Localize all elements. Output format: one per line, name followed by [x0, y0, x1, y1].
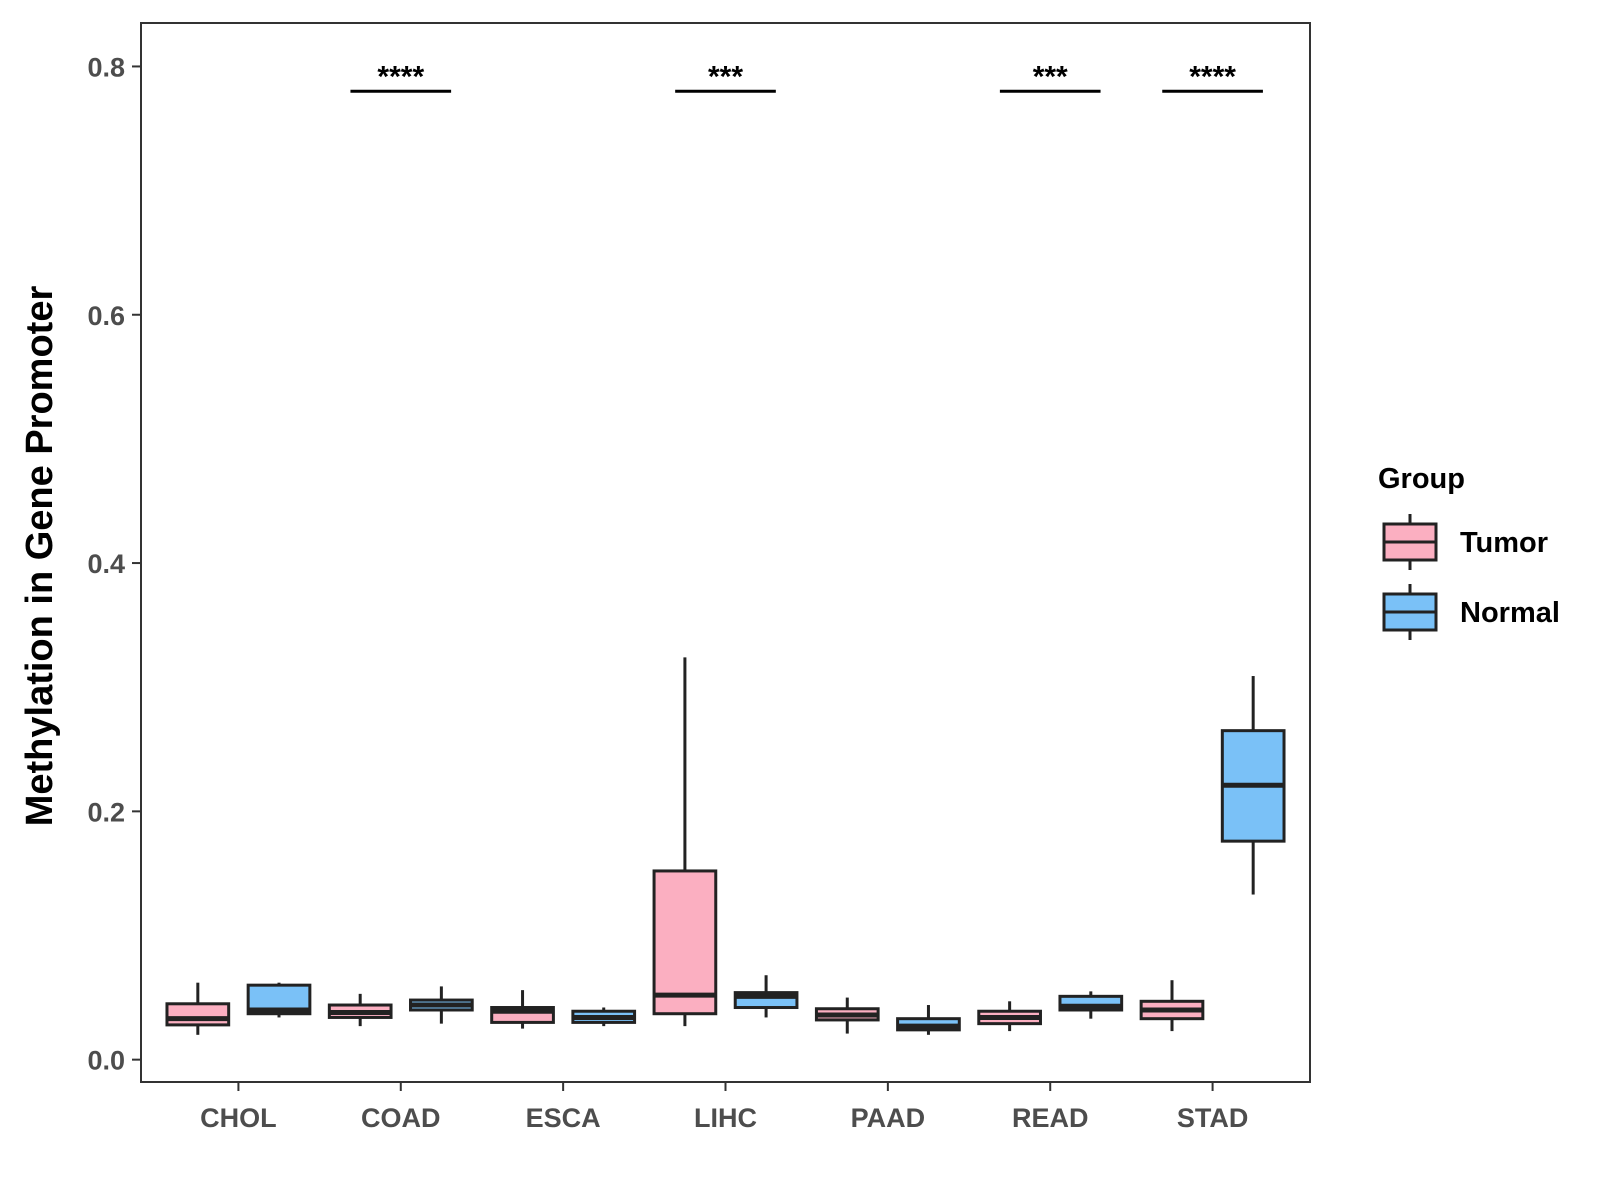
y-tick-label: 0.0	[87, 1046, 125, 1076]
box-layer	[165, 657, 1286, 1035]
box-body	[652, 869, 718, 1016]
y-tick-label: 0.2	[87, 797, 125, 827]
box-tumor-chol	[165, 982, 231, 1035]
x-tick-label: READ	[1012, 1103, 1089, 1133]
legend-label-tumor: Tumor	[1460, 527, 1548, 559]
box-tumor-coad	[327, 993, 393, 1027]
box-normal-lihc	[733, 975, 799, 1018]
significance-layer: **** *** *** ****	[350, 60, 1263, 93]
x-tick-label: LIHC	[694, 1103, 757, 1133]
x-tick-label: COAD	[361, 1103, 441, 1133]
box-normal-stad	[1220, 676, 1286, 895]
box-body	[165, 1002, 231, 1027]
box-normal-chol	[246, 982, 312, 1018]
significance-label: ****	[377, 60, 424, 93]
box-normal-coad	[409, 986, 474, 1024]
legend: Group Tumor Normal	[1378, 463, 1560, 640]
y-axis: 0.0 0.2 0.4 0.6 0.8	[87, 52, 141, 1076]
significance-label: ***	[708, 60, 743, 93]
legend-title: Group	[1378, 463, 1465, 495]
significance-label: ***	[1033, 60, 1068, 93]
x-tick-label: PAAD	[851, 1103, 926, 1133]
x-axis: CHOL COAD ESCA LIHC PAAD READ STAD	[200, 1082, 1248, 1133]
box-tumor-read	[977, 1001, 1042, 1032]
box-tumor-stad	[1139, 980, 1205, 1032]
box-normal-read	[1058, 991, 1124, 1019]
panel-border	[140, 22, 1311, 1083]
x-tick-label: STAD	[1177, 1103, 1249, 1133]
box-normal-paad	[896, 1005, 961, 1035]
y-tick-label: 0.4	[87, 549, 125, 579]
box-tumor-lihc	[652, 657, 718, 1027]
box-tumor-esca	[490, 990, 555, 1029]
legend-label-normal: Normal	[1460, 597, 1560, 629]
box-tumor-paad	[814, 997, 880, 1034]
box-normal-esca	[571, 1007, 637, 1027]
x-tick-label: CHOL	[200, 1103, 277, 1133]
y-axis-title: Methylation in Gene Promoter	[19, 286, 61, 827]
y-tick-label: 0.6	[87, 301, 125, 331]
x-tick-label: ESCA	[526, 1103, 601, 1133]
y-tick-label: 0.8	[87, 52, 125, 82]
significance-label: ****	[1189, 60, 1236, 93]
